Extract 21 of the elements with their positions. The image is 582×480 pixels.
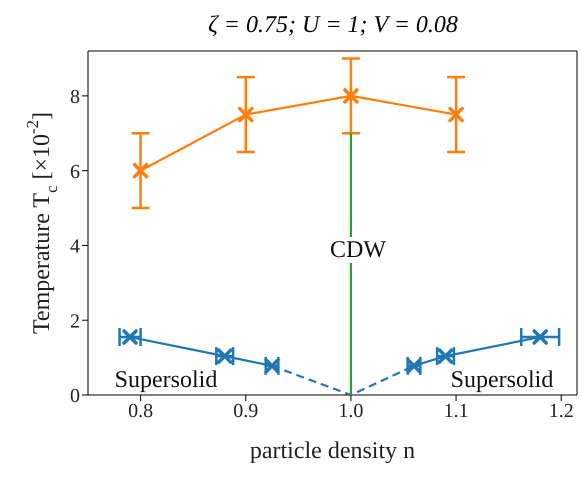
y-tick-label: 0 (70, 385, 80, 408)
x-tick-label: 0.8 (128, 400, 154, 422)
annotation: Supersolid (450, 367, 554, 393)
y-tick-label: 8 (70, 86, 80, 108)
point (132, 162, 148, 178)
point (238, 106, 254, 122)
y-tick-label: 4 (70, 236, 80, 258)
point (532, 329, 548, 345)
x-axis-title: particle density n (250, 438, 416, 464)
chart-title: ζ = 0.75; U = 1; V = 0.08 (207, 11, 459, 40)
point (122, 329, 138, 345)
y-tick-label: 2 (70, 310, 80, 332)
annotation: CDW (329, 237, 387, 263)
point (448, 106, 464, 122)
x-tick-label: 1.0 (338, 400, 364, 422)
annotation: Supersolid (114, 367, 218, 393)
x-tick-label: 1.1 (444, 400, 469, 422)
y-tick-label: 6 (70, 160, 80, 183)
point (343, 88, 359, 104)
x-tick-label: 1.2 (548, 400, 574, 422)
x-tick-label: 0.9 (233, 400, 258, 422)
